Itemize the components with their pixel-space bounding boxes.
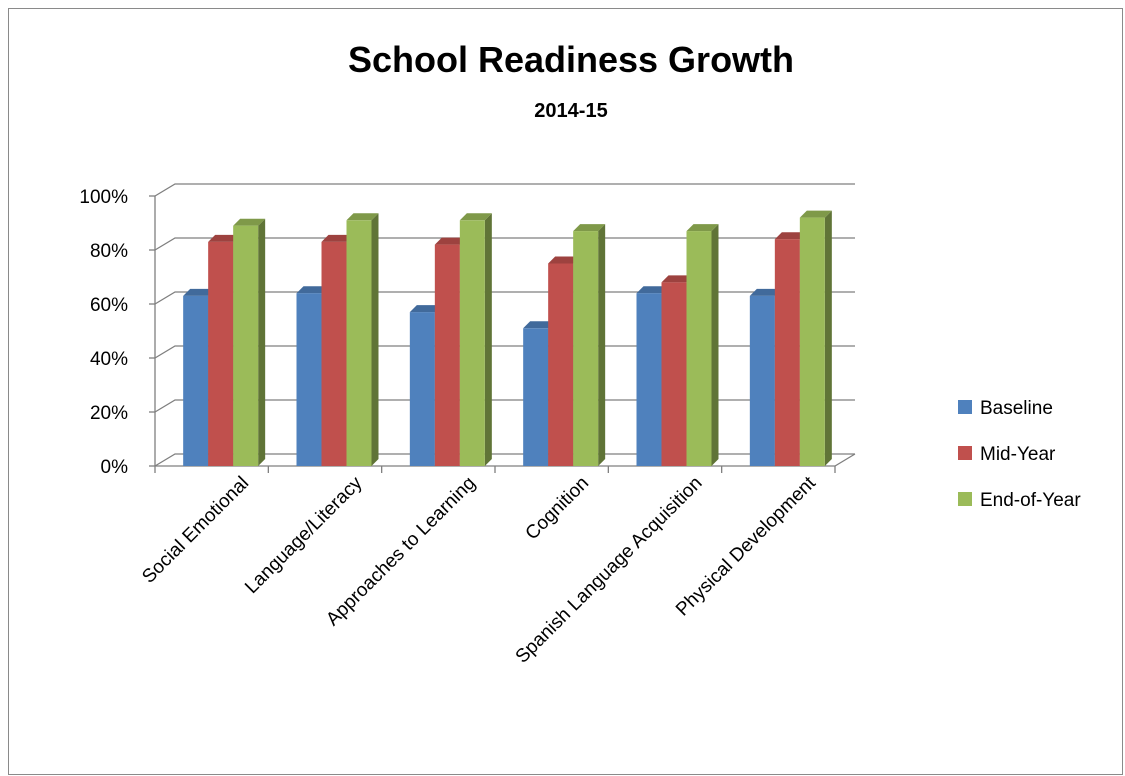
y-tick-label: 40% <box>90 349 128 370</box>
x-category-label: Language/Literacy <box>241 472 367 598</box>
gridline <box>154 399 855 413</box>
gridline <box>154 183 855 197</box>
bar-end-of-year <box>346 213 379 466</box>
legend-swatch <box>958 492 972 506</box>
bar-mid-year <box>548 256 581 466</box>
y-tick-label: 60% <box>90 295 128 316</box>
legend-label: End-of-Year <box>980 490 1081 511</box>
y-tick-label: 100% <box>79 187 128 208</box>
gridline <box>154 237 855 251</box>
gridline <box>154 453 855 467</box>
legend-swatch <box>958 400 972 414</box>
chart-title: School Readiness Growth <box>348 39 794 80</box>
y-tick-label: 80% <box>90 241 128 262</box>
bar-end-of-year <box>459 213 492 466</box>
bar-end-of-year <box>233 218 266 466</box>
legend: Baseline Mid-Year End-of-Year <box>958 398 1081 511</box>
bar-end-of-year <box>799 210 832 466</box>
gridline <box>154 291 855 305</box>
bar-end-of-year <box>573 224 606 466</box>
bars <box>183 210 832 466</box>
x-category-label: Spanish Language Acquisition <box>512 473 707 668</box>
legend-swatch <box>958 446 972 460</box>
gridlines <box>154 183 855 467</box>
gridline <box>154 345 855 359</box>
legend-label: Mid-Year <box>980 444 1056 465</box>
category-labels: Social EmotionalLanguage/LiteracyApproac… <box>138 472 820 667</box>
axes <box>149 195 856 473</box>
bar-end-of-year <box>686 224 719 466</box>
y-tick-label: 20% <box>90 403 128 424</box>
x-category-label: Social Emotional <box>138 473 253 588</box>
y-axis-ticks: 0% 20% 40% 60% 80% 100% <box>79 187 128 478</box>
y-tick-label: 0% <box>101 457 129 478</box>
chart-subtitle: 2014-15 <box>534 100 607 122</box>
x-category-label: Cognition <box>522 473 594 545</box>
legend-label: Baseline <box>980 398 1053 419</box>
